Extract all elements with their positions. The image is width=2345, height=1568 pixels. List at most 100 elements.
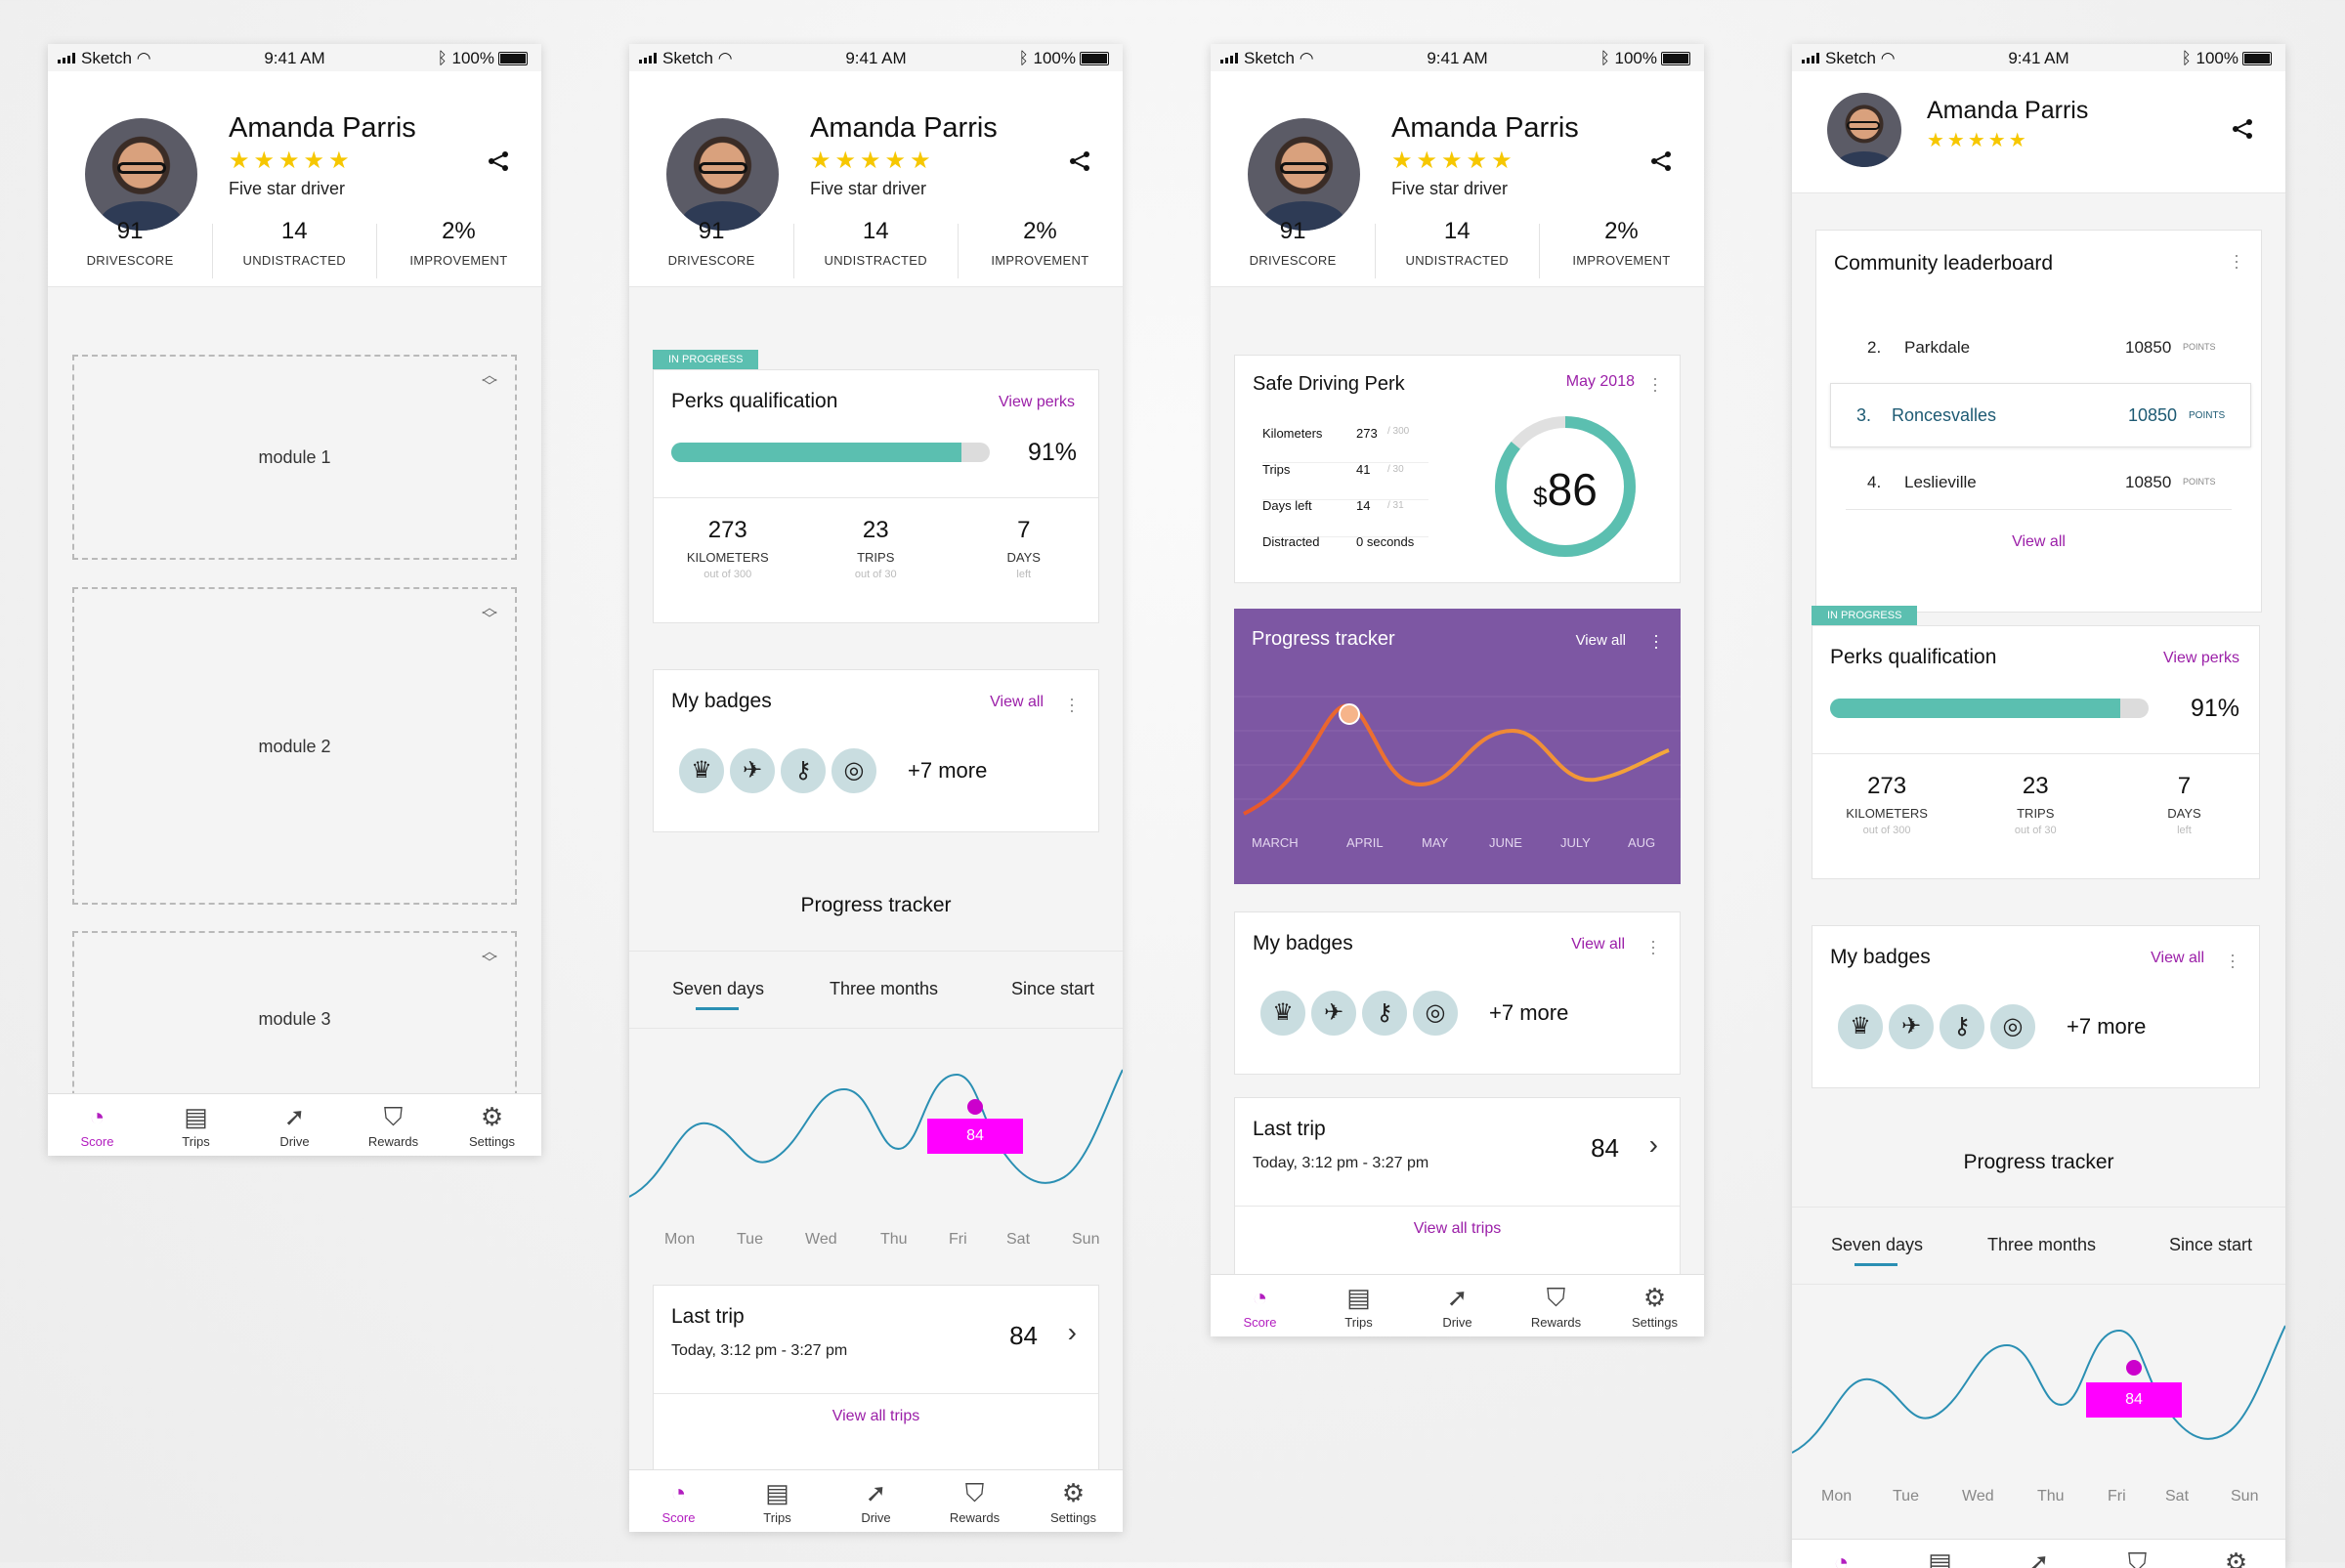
nav-drive[interactable]: ➚ Drive	[279, 1102, 310, 1149]
view-all-trips-link[interactable]: View all trips	[1413, 1220, 1502, 1237]
winged-car-badge-icon[interactable]: ✈	[1309, 989, 1358, 1038]
chevron-right-icon[interactable]: ›	[1648, 1129, 1658, 1160]
more-options-icon[interactable]: · · ·	[2230, 945, 2236, 976]
nav-rewards[interactable]: ⛉ Rewards	[949, 1478, 1001, 1525]
stat-improvement: 2% IMPROVEMENT	[409, 218, 508, 268]
tab-three-months[interactable]: Three months	[830, 979, 939, 998]
speedometer-icon: ◔	[89, 1102, 106, 1131]
nav-trips[interactable]: ▤	[1891, 1547, 1989, 1568]
module-placeholder[interactable]: ︿ ﹀ module 2	[72, 587, 517, 905]
avatar[interactable]	[85, 118, 197, 231]
tab-since-start[interactable]: Since start	[1011, 979, 1095, 998]
nav-rewards[interactable]: ⛉	[2088, 1547, 2187, 1568]
leaderboard-row[interactable]: 4. Leslieville 10850 POINTS	[1867, 473, 2216, 491]
nav-drive[interactable]: ➚ Drive	[1442, 1283, 1472, 1330]
active-tab-indicator	[696, 1007, 739, 1010]
more-options-icon[interactable]: · · ·	[1652, 368, 1658, 400]
view-all-leaderboard-link[interactable]: View all	[2012, 533, 2066, 550]
highlight-point[interactable]	[2126, 1360, 2142, 1376]
nav-trips[interactable]: ▤ Trips	[763, 1478, 791, 1525]
tab-since-start[interactable]: Since start	[2169, 1235, 2253, 1254]
crown-badge-icon[interactable]: ♛	[1836, 1002, 1885, 1051]
key-badge-icon[interactable]: ⚷	[779, 746, 828, 795]
target-badge-icon[interactable]: ◎	[1411, 989, 1460, 1038]
nav-rewards[interactable]: ⛉ Rewards	[367, 1102, 419, 1149]
nav-drive[interactable]: ➚ Drive	[861, 1478, 891, 1525]
nav-trips[interactable]: ▤ Trips	[1344, 1283, 1373, 1330]
badges-card: My badges View all · · · ♛ ✈ ⚷ ◎ +7 more	[1812, 925, 2260, 1088]
tab-seven-days[interactable]: Seven days	[1831, 1235, 1924, 1254]
tab-three-months[interactable]: Three months	[1987, 1235, 2097, 1254]
module-placeholder[interactable]: ︿ ﹀ module 1	[72, 355, 517, 560]
more-options-icon[interactable]: · · ·	[2234, 245, 2239, 276]
nav-score[interactable]: ◔ Score	[661, 1478, 696, 1525]
stats-row: 91 DRIVESCORE 14 UNDISTRACTED 2% IMPROVEMEN…	[48, 218, 541, 286]
highlight-point[interactable]	[1339, 703, 1360, 725]
last-trip-card[interactable]: Last trip Today, 3:12 pm - 3:27 pm 84 › …	[653, 1285, 1099, 1474]
battery-icon	[2242, 52, 2272, 65]
nav-score[interactable]: ◔ Score	[1243, 1283, 1277, 1330]
view-all-badges-link[interactable]: View all	[1571, 936, 1625, 953]
last-trip-card[interactable]: Last trip Today, 3:12 pm - 3:27 pm 84 › …	[1234, 1097, 1681, 1287]
chevron-right-icon[interactable]: ›	[1067, 1317, 1077, 1347]
crown-badge-icon[interactable]: ♛	[677, 746, 726, 795]
view-all-badges-link[interactable]: View all	[990, 694, 1044, 710]
more-badges-label[interactable]: +7 more	[908, 758, 988, 783]
phone-screen-dashboard: Sketch ◠ 9:41 AM ᛒ 100% Amanda Parris ★★…	[629, 44, 1123, 1532]
speedometer-icon: ◔	[1833, 1547, 1850, 1568]
share-icon[interactable]	[2231, 117, 2254, 141]
stat-improvement: 2% IMPROVEMENT	[991, 218, 1089, 268]
nav-settings[interactable]: ⚙ Settings	[469, 1102, 515, 1149]
clock: 9:41 AM	[264, 49, 325, 67]
winged-car-badge-icon[interactable]: ✈	[728, 746, 777, 795]
perk-kilometers: 273 KILOMETERS out of 300	[1846, 773, 1928, 836]
reorder-icon[interactable]: ︿ ﹀	[481, 367, 497, 396]
document-icon: ▤	[184, 1102, 208, 1131]
nav-rewards[interactable]: ⛉ Rewards	[1530, 1283, 1582, 1330]
nav-trips[interactable]: ▤ Trips	[182, 1102, 210, 1149]
view-all-badges-link[interactable]: View all	[2151, 950, 2204, 966]
nav-settings[interactable]: ⚙ Settings	[1050, 1478, 1096, 1525]
more-options-icon[interactable]: · · ·	[1653, 625, 1659, 657]
nav-score[interactable]: ◔	[1792, 1547, 1891, 1568]
reorder-icon[interactable]: ︿ ﹀	[481, 600, 497, 628]
nav-drive[interactable]: ➚	[1989, 1547, 2088, 1568]
share-icon[interactable]	[1649, 149, 1673, 173]
avatar[interactable]	[666, 118, 779, 231]
view-all-trips-link[interactable]: View all trips	[831, 1408, 920, 1424]
leaderboard-row[interactable]: 2. Parkdale 10850 POINTS	[1867, 338, 2216, 357]
more-badges-label[interactable]: +7 more	[2067, 1014, 2147, 1038]
more-options-icon[interactable]: · · ·	[1069, 689, 1075, 720]
highlight-point[interactable]	[967, 1099, 983, 1115]
clock: 9:41 AM	[845, 49, 907, 67]
avatar[interactable]	[1827, 93, 1901, 167]
view-all-tracker-link[interactable]: View all	[1575, 632, 1626, 649]
avatar[interactable]	[1248, 118, 1360, 231]
key-badge-icon[interactable]: ⚷	[1938, 1002, 1986, 1051]
share-icon[interactable]	[1068, 149, 1091, 173]
nav-score[interactable]: ◔ Score	[80, 1102, 114, 1149]
module-placeholder[interactable]: ︿ ﹀ module 3	[72, 931, 517, 1107]
more-options-icon[interactable]: · · ·	[1650, 931, 1656, 962]
battery-level: 100%	[451, 49, 494, 67]
badges-title: My badges	[1253, 932, 1353, 954]
nav-settings[interactable]: ⚙ Settings	[1632, 1283, 1678, 1330]
target-badge-icon[interactable]: ◎	[830, 746, 878, 795]
tab-seven-days[interactable]: Seven days	[672, 979, 765, 998]
winged-car-badge-icon[interactable]: ✈	[1887, 1002, 1936, 1051]
progress-tracker-title: Progress tracker	[1963, 1151, 2114, 1173]
share-icon[interactable]	[487, 149, 510, 173]
target-badge-icon[interactable]: ◎	[1988, 1002, 2037, 1051]
key-badge-icon[interactable]: ⚷	[1360, 989, 1409, 1038]
reorder-icon[interactable]: ︿ ﹀	[481, 944, 497, 972]
nav-settings[interactable]: ⚙	[2187, 1547, 2285, 1568]
more-badges-label[interactable]: +7 more	[1489, 1000, 1569, 1025]
signal-icon	[58, 53, 77, 64]
crown-badge-icon[interactable]: ♛	[1258, 989, 1307, 1038]
purple-tracker-title: Progress tracker	[1252, 628, 1395, 650]
clock: 9:41 AM	[2008, 49, 2069, 67]
view-perks-link[interactable]: View perks	[999, 394, 1075, 410]
tracker-tabs: Seven days Three months Since start	[629, 951, 1123, 1029]
view-perks-link[interactable]: View perks	[2163, 650, 2239, 666]
leaderboard-row-current[interactable]: 3. Roncesvalles 10850 POINTS	[1830, 383, 2251, 447]
